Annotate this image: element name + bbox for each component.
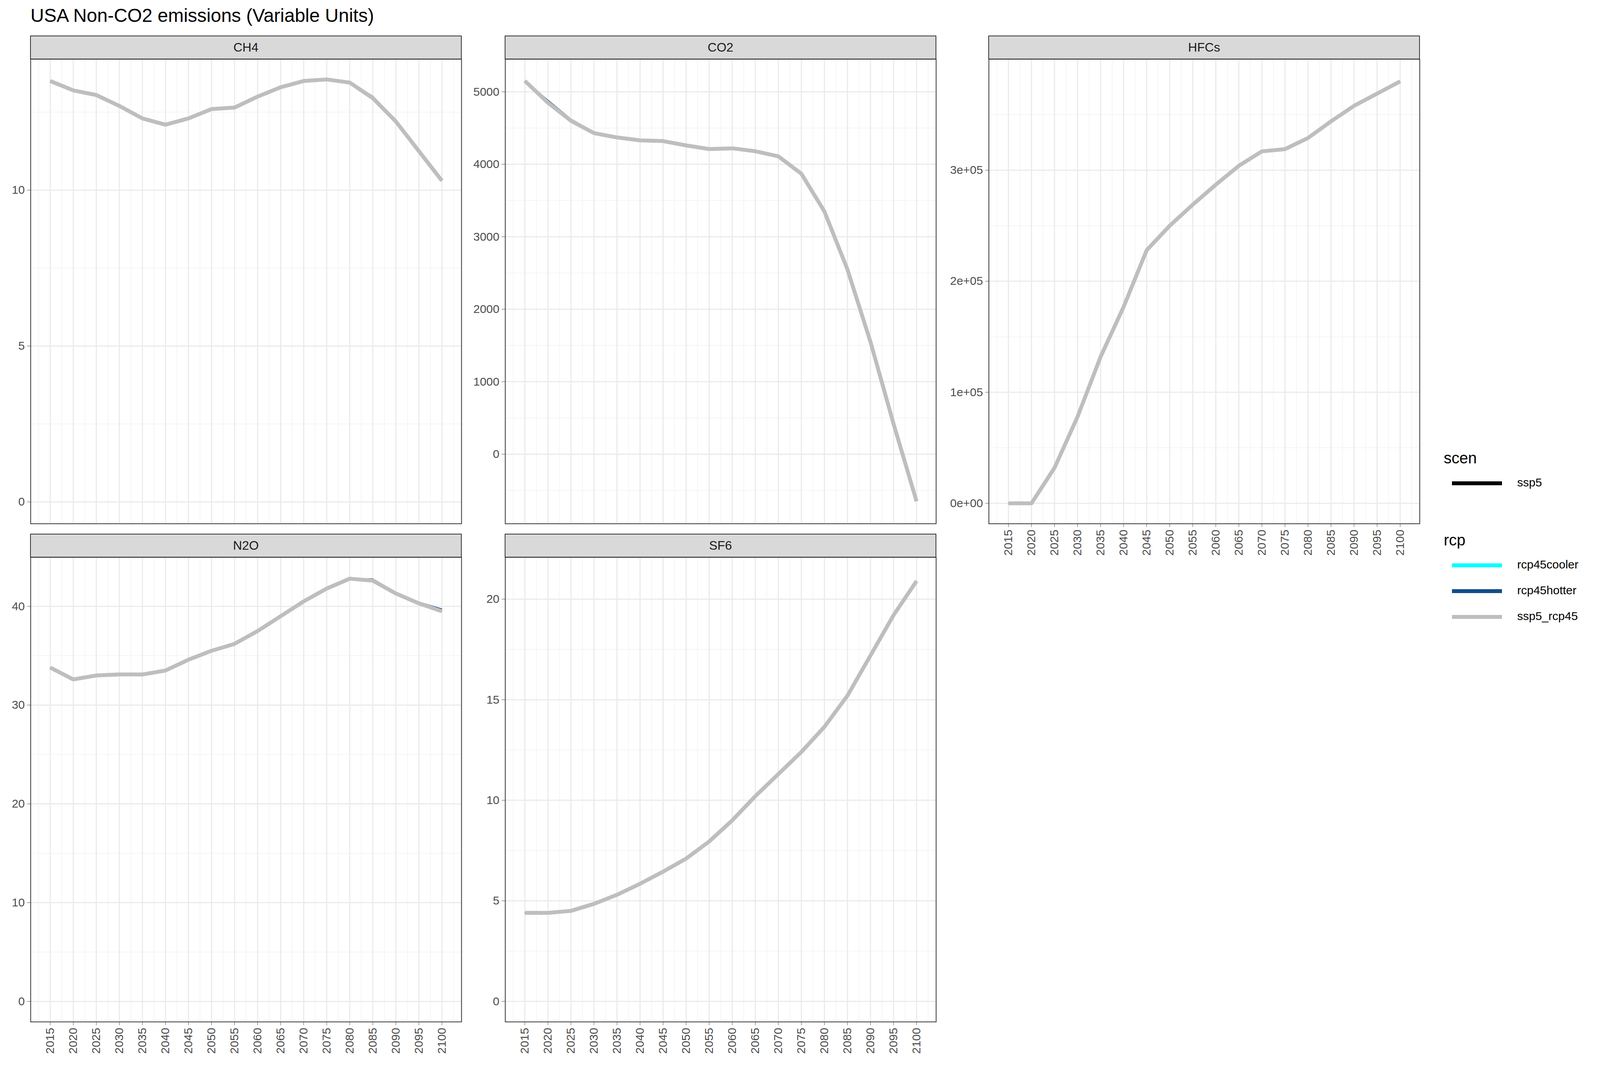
svg-text:2065: 2065: [273, 1027, 287, 1054]
svg-text:2075: 2075: [794, 1027, 808, 1054]
html-text:SF6: SF6: [709, 538, 732, 553]
svg-text:10: 10: [11, 895, 25, 909]
svg-text:2070: 2070: [1255, 529, 1268, 556]
svg-text:2025: 2025: [89, 1027, 103, 1054]
svg-text:2095: 2095: [1370, 529, 1384, 556]
svg-text:2065: 2065: [748, 1027, 762, 1054]
svg-text:2045: 2045: [181, 1027, 195, 1054]
svg-text:2050: 2050: [204, 1027, 218, 1054]
svg-text:2100: 2100: [909, 1027, 923, 1054]
svg-text:2090: 2090: [389, 1027, 402, 1054]
svg-text:2100: 2100: [435, 1027, 449, 1054]
html-text:CH4: CH4: [233, 40, 259, 55]
svg-text:2055: 2055: [227, 1027, 241, 1054]
svg-text:2050: 2050: [1162, 529, 1176, 556]
svg-text:0: 0: [492, 447, 500, 461]
svg-text:2030: 2030: [1070, 529, 1084, 556]
svg-text:2060: 2060: [1208, 529, 1222, 556]
svg-text:2045: 2045: [656, 1027, 670, 1054]
html-text:USA Non-CO2 emissions (Variabl: USA Non-CO2 emissions (Variable Units): [30, 5, 374, 26]
svg-text:2025: 2025: [1047, 529, 1061, 556]
svg-text:4000: 4000: [473, 157, 500, 171]
svg-text:5: 5: [492, 893, 500, 907]
svg-text:10: 10: [11, 183, 25, 197]
svg-text:10: 10: [486, 793, 500, 807]
svg-text:2035: 2035: [1093, 529, 1107, 556]
svg-text:2035: 2035: [610, 1027, 624, 1054]
svg-text:2040: 2040: [158, 1027, 172, 1054]
svg-text:2060: 2060: [250, 1027, 264, 1054]
svg-text:2025: 2025: [564, 1027, 577, 1054]
html-text:ssp5: ssp5: [1517, 475, 1542, 489]
svg-text:2080: 2080: [1301, 529, 1315, 556]
svg-text:2015: 2015: [1001, 529, 1015, 556]
svg-text:2020: 2020: [1024, 529, 1038, 556]
svg-text:1e+05: 1e+05: [950, 385, 983, 399]
svg-text:2090: 2090: [863, 1027, 877, 1054]
html-text:N2O: N2O: [233, 538, 259, 553]
svg-text:0: 0: [18, 994, 25, 1008]
svg-text:5: 5: [18, 339, 25, 352]
svg-text:2070: 2070: [296, 1027, 310, 1054]
svg-text:20: 20: [486, 592, 500, 606]
svg-text:2060: 2060: [725, 1027, 739, 1054]
svg-text:2030: 2030: [112, 1027, 126, 1054]
html-text:ssp5_rcp45: ssp5_rcp45: [1517, 609, 1578, 623]
svg-text:2000: 2000: [473, 302, 500, 316]
svg-text:40: 40: [11, 599, 25, 613]
svg-text:2e+05: 2e+05: [950, 274, 983, 288]
html-text:rcp45cooler: rcp45cooler: [1517, 557, 1579, 571]
svg-text:2015: 2015: [43, 1027, 57, 1054]
svg-text:15: 15: [486, 692, 500, 706]
svg-text:2080: 2080: [342, 1027, 356, 1054]
svg-text:3e+05: 3e+05: [950, 163, 983, 177]
svg-text:2035: 2035: [135, 1027, 149, 1054]
svg-text:0e+00: 0e+00: [950, 496, 983, 510]
svg-text:2040: 2040: [633, 1027, 647, 1054]
svg-text:2030: 2030: [587, 1027, 600, 1054]
svg-text:2085: 2085: [366, 1027, 379, 1054]
html-text:CO2: CO2: [707, 40, 734, 55]
svg-text:2075: 2075: [1278, 529, 1292, 556]
svg-text:0: 0: [492, 994, 500, 1008]
svg-text:2085: 2085: [1324, 529, 1338, 556]
svg-text:2080: 2080: [817, 1027, 831, 1054]
svg-text:20: 20: [11, 796, 25, 810]
html-text:HFCs: HFCs: [1188, 40, 1221, 55]
svg-text:2015: 2015: [517, 1027, 531, 1054]
svg-text:2045: 2045: [1139, 529, 1153, 556]
svg-text:2100: 2100: [1393, 529, 1407, 556]
svg-text:0: 0: [18, 494, 25, 508]
html-text:rcp: rcp: [1443, 531, 1466, 549]
svg-text:3000: 3000: [473, 230, 500, 243]
svg-text:2055: 2055: [1185, 529, 1199, 556]
svg-text:2065: 2065: [1232, 529, 1245, 556]
svg-text:2020: 2020: [66, 1027, 80, 1054]
svg-text:2020: 2020: [541, 1027, 554, 1054]
svg-text:2050: 2050: [679, 1027, 693, 1054]
svg-text:5000: 5000: [473, 85, 500, 99]
svg-text:2040: 2040: [1116, 529, 1130, 556]
svg-text:2055: 2055: [702, 1027, 716, 1054]
svg-text:2090: 2090: [1347, 529, 1361, 556]
html-text:rcp45hotter: rcp45hotter: [1517, 583, 1577, 597]
svg-text:2085: 2085: [840, 1027, 854, 1054]
svg-text:2095: 2095: [412, 1027, 425, 1054]
svg-text:2075: 2075: [319, 1027, 333, 1054]
svg-text:1000: 1000: [473, 375, 500, 388]
svg-text:30: 30: [11, 698, 25, 711]
svg-text:2095: 2095: [886, 1027, 900, 1054]
html-text:scen: scen: [1443, 449, 1477, 467]
svg-text:2070: 2070: [771, 1027, 785, 1054]
